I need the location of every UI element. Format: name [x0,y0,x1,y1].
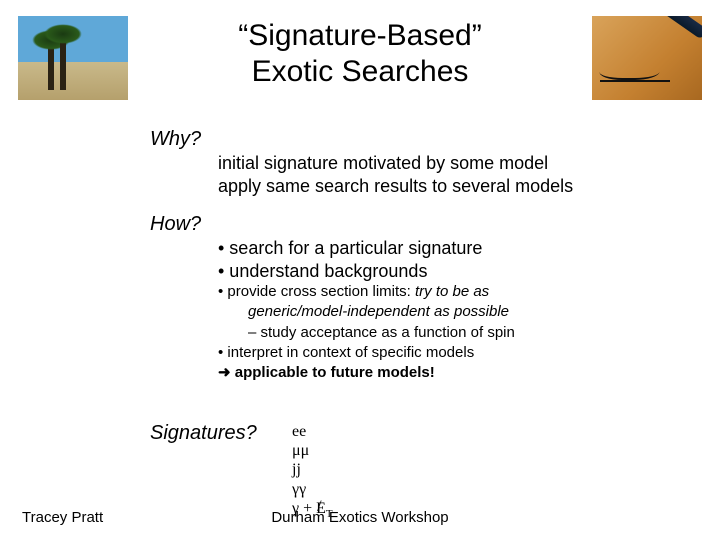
section-body-why: initial signature motivated by some mode… [218,152,573,197]
how-b3-em-a: try to be as [415,283,489,300]
page-title: “Signature-Based” Exotic Searches [0,18,720,90]
title-line-2: Exotic Searches [252,55,469,88]
how-b3-lead: • provide cross section limits: [218,283,415,300]
sig-gg: γγ [292,480,333,499]
why-line-2: apply same search results to several mod… [218,175,573,198]
why-line-1: initial signature motivated by some mode… [218,152,573,175]
signatures-list: ee μμ jj γγ γ + ET [292,422,333,521]
how-b3-em-b: generic/model-independent as possible [248,302,698,322]
footer-venue: Durham Exotics Workshop [0,509,720,526]
sig-ee: ee [292,422,333,441]
section-label-signatures: Signatures? [150,422,257,445]
section-label-why: Why? [150,128,201,151]
section-body-how: • search for a particular signature • un… [218,237,698,383]
how-bullet-4: • interpret in context of specific model… [218,343,698,363]
how-bullet-3: • provide cross section limits: try to b… [218,282,698,302]
sig-jj: jj [292,460,333,479]
title-line-1: “Signature-Based” [238,19,481,52]
how-bullet-5: ➜ applicable to future models! [218,363,698,383]
how-bullet-1: • search for a particular signature [218,237,698,260]
how-sub-1: – study acceptance as a function of spin [248,323,698,343]
arrow-icon: ➜ applicable to future models! [218,364,435,381]
sig-mumu: μμ [292,441,333,460]
how-bullet-2: • understand backgrounds [218,260,698,283]
section-label-how: How? [150,213,201,236]
